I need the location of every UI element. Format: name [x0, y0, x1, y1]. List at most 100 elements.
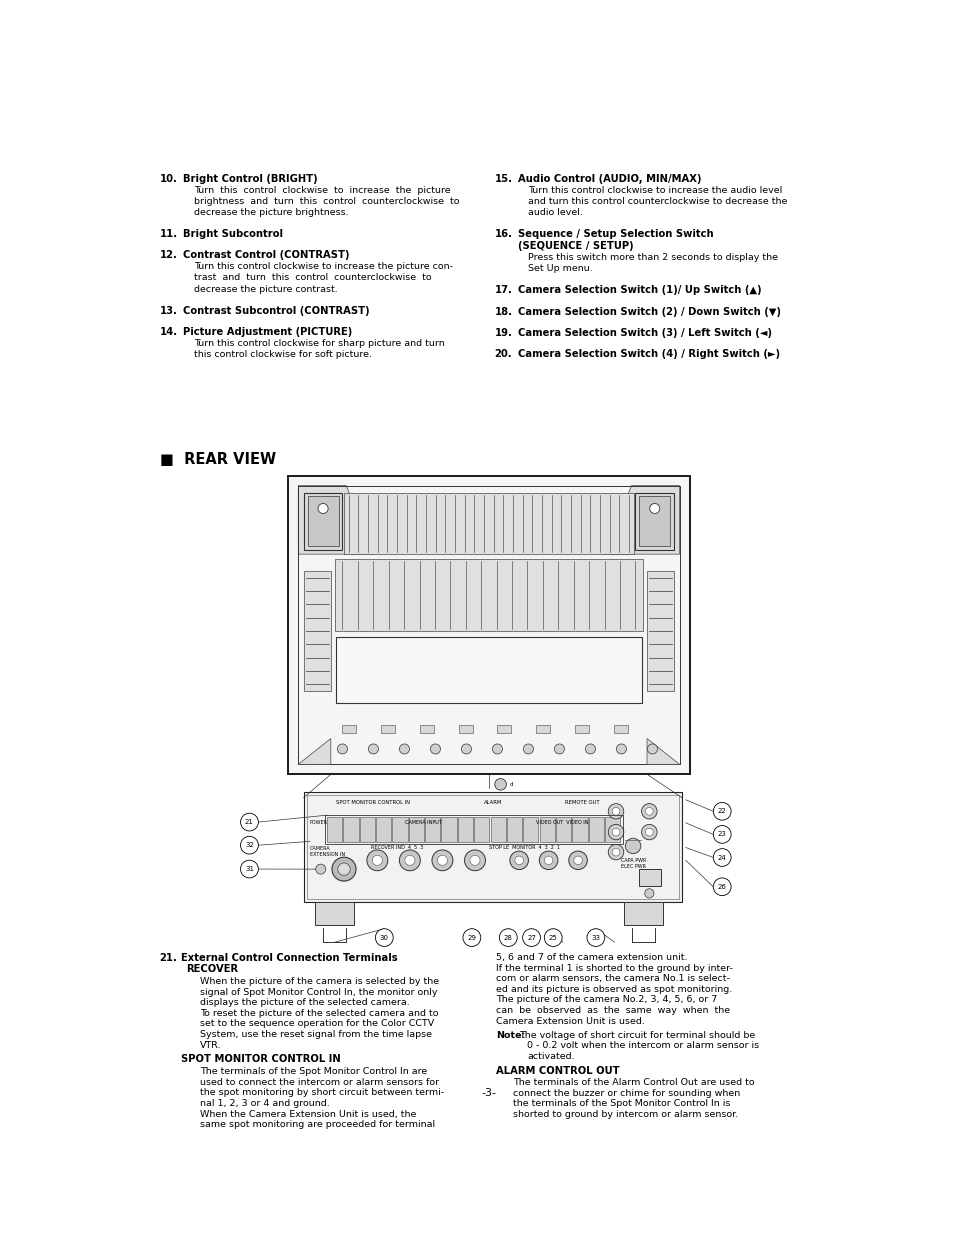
Circle shape — [404, 856, 415, 866]
Circle shape — [608, 803, 623, 819]
Text: connect the buzzer or chime for sounding when: connect the buzzer or chime for sounding… — [513, 1089, 740, 1098]
Circle shape — [240, 861, 258, 878]
Circle shape — [515, 856, 523, 864]
Text: 14.: 14. — [159, 327, 177, 337]
Circle shape — [498, 929, 517, 947]
Bar — [457, 817, 473, 842]
Text: Picture Adjustment (PICTURE): Picture Adjustment (PICTURE) — [183, 327, 352, 337]
Bar — [298, 486, 679, 764]
Bar — [375, 817, 391, 842]
Circle shape — [399, 849, 420, 871]
Text: When the picture of the camera is selected by the: When the picture of the camera is select… — [199, 977, 438, 985]
Circle shape — [464, 849, 485, 871]
Text: Camera Selection Switch (1)/ Up Switch (▲): Camera Selection Switch (1)/ Up Switch (… — [517, 286, 760, 296]
Bar — [419, 724, 434, 732]
Text: When the Camera Extension Unit is used, the: When the Camera Extension Unit is used, … — [199, 1109, 416, 1119]
Text: CAMERA
EXTENSION IN: CAMERA EXTENSION IN — [310, 846, 345, 857]
Text: SPOT MONITOR CONTROL IN: SPOT MONITOR CONTROL IN — [336, 799, 410, 804]
Circle shape — [713, 878, 730, 896]
Text: and turn this control counterclockwise to decrease the: and turn this control counterclockwise t… — [528, 197, 787, 206]
Text: 20.: 20. — [494, 348, 512, 358]
Bar — [342, 724, 356, 732]
Text: CAPA PWR
ELEC PWR: CAPA PWR ELEC PWR — [620, 858, 646, 869]
Bar — [497, 724, 511, 732]
Text: The picture of the camera No.2, 3, 4, 5, 6, or 7: The picture of the camera No.2, 3, 4, 5,… — [496, 995, 717, 1004]
Text: Contrast Control (CONTRAST): Contrast Control (CONTRAST) — [183, 250, 349, 260]
Text: Note:: Note: — [496, 1030, 524, 1039]
Bar — [307, 496, 338, 546]
Text: Turn  this  control  clockwise  to  increase  the  picture: Turn this control clockwise to increase … — [193, 186, 450, 195]
Text: ALARM: ALARM — [484, 799, 502, 804]
Circle shape — [641, 803, 657, 819]
Bar — [303, 571, 331, 691]
Text: If the terminal 1 is shorted to the ground by inter-: If the terminal 1 is shorted to the grou… — [496, 964, 732, 973]
Bar — [639, 496, 670, 546]
Text: -3-: -3- — [481, 1088, 496, 1098]
Circle shape — [375, 929, 393, 947]
Bar — [588, 817, 603, 842]
Text: brightness  and  turn  this  control  counterclockwise  to: brightness and turn this control counter… — [193, 197, 458, 206]
Polygon shape — [604, 486, 679, 555]
Bar — [359, 817, 375, 842]
Circle shape — [522, 929, 540, 947]
Text: Bright Control (BRIGHT): Bright Control (BRIGHT) — [183, 174, 317, 184]
Text: 10.: 10. — [159, 174, 177, 184]
Bar — [556, 817, 571, 842]
Bar — [506, 817, 521, 842]
Bar — [381, 724, 395, 732]
Circle shape — [509, 851, 528, 869]
Text: CAMERA INPUT: CAMERA INPUT — [405, 821, 442, 826]
Bar — [639, 869, 660, 886]
Circle shape — [645, 807, 653, 816]
Text: 11.: 11. — [159, 230, 177, 240]
Circle shape — [647, 744, 657, 754]
Bar — [335, 558, 642, 631]
Text: Turn this control clockwise to increase the audio level: Turn this control clockwise to increase … — [528, 186, 781, 195]
Bar — [344, 492, 633, 555]
Text: The voltage of short circuit for terminal should be: The voltage of short circuit for termina… — [518, 1030, 755, 1039]
Text: 12.: 12. — [159, 250, 177, 260]
Bar — [613, 724, 627, 732]
Text: Turn this control clockwise for sharp picture and turn: Turn this control clockwise for sharp pi… — [193, 338, 444, 347]
Text: 24: 24 — [717, 854, 726, 861]
Text: 19.: 19. — [494, 327, 512, 337]
Text: 21.: 21. — [159, 953, 177, 963]
Bar — [335, 637, 641, 703]
Text: 0 - 0.2 volt when the intercom or alarm sensor is: 0 - 0.2 volt when the intercom or alarm … — [526, 1042, 759, 1050]
Text: Camera Selection Switch (4) / Right Switch (►): Camera Selection Switch (4) / Right Swit… — [517, 348, 779, 358]
Text: Camera Selection Switch (2) / Down Switch (▼): Camera Selection Switch (2) / Down Switc… — [517, 306, 780, 316]
Circle shape — [337, 863, 350, 876]
Text: (SEQUENCE / SETUP): (SEQUENCE / SETUP) — [517, 241, 633, 251]
Text: signal of Spot Monitor Control In, the monitor only: signal of Spot Monitor Control In, the m… — [199, 988, 436, 997]
Text: the spot monitoring by short circuit between termi-: the spot monitoring by short circuit bet… — [199, 1088, 443, 1098]
Text: decrease the picture brightness.: decrease the picture brightness. — [193, 209, 348, 217]
Polygon shape — [298, 486, 373, 555]
Text: System, use the reset signal from the time lapse: System, use the reset signal from the ti… — [199, 1030, 432, 1039]
Circle shape — [713, 848, 730, 867]
Text: Contrast Subcontrol (CONTRAST): Contrast Subcontrol (CONTRAST) — [183, 306, 369, 316]
Text: VIDEO OUT  VIDEO IN: VIDEO OUT VIDEO IN — [536, 821, 588, 826]
Text: 22: 22 — [717, 808, 726, 814]
Bar — [575, 724, 588, 732]
Circle shape — [573, 856, 581, 864]
Bar — [425, 817, 440, 842]
Circle shape — [461, 744, 471, 754]
Bar — [343, 817, 358, 842]
Text: The terminals of the Spot Monitor Control In are: The terminals of the Spot Monitor Contro… — [199, 1067, 427, 1077]
Bar — [303, 792, 681, 902]
Circle shape — [523, 744, 533, 754]
Bar — [604, 817, 619, 842]
Bar — [490, 817, 505, 842]
Circle shape — [624, 838, 640, 853]
Text: ed and its picture is observed as spot monitoring.: ed and its picture is observed as spot m… — [496, 985, 731, 994]
Circle shape — [544, 856, 553, 864]
Bar — [474, 817, 489, 842]
Text: trast  and  turn  this  control  counterclockwise  to: trast and turn this control counterclock… — [193, 274, 431, 282]
Circle shape — [554, 744, 564, 754]
Text: used to connect the intercom or alarm sensors for: used to connect the intercom or alarm se… — [199, 1078, 438, 1087]
Circle shape — [568, 851, 587, 869]
Circle shape — [585, 744, 595, 754]
Text: 16.: 16. — [494, 230, 512, 240]
Text: 15.: 15. — [494, 174, 512, 184]
Bar — [646, 571, 674, 691]
